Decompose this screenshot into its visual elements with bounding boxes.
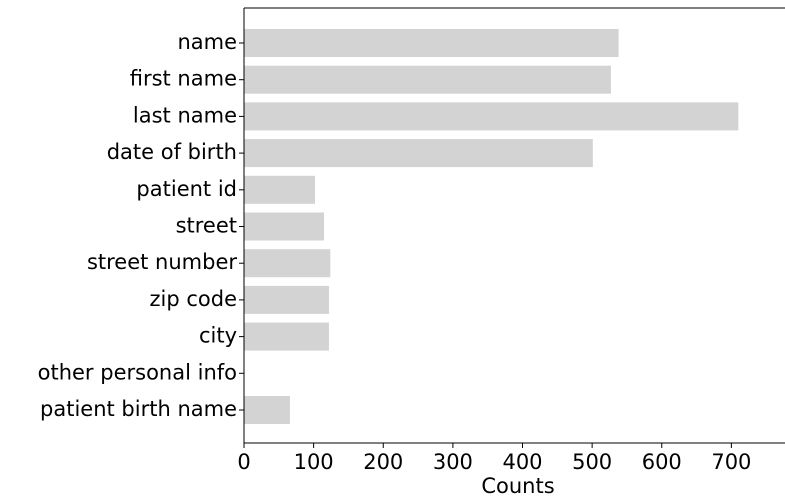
bar (244, 65, 611, 94)
x-tick-label: 100 (294, 450, 334, 474)
y-tick-label: patient birth name (40, 397, 237, 421)
y-tick-label: name (177, 30, 237, 54)
x-tick-label: 300 (433, 450, 473, 474)
y-tick-label: date of birth (107, 140, 237, 164)
y-tick-label: first name (130, 67, 237, 91)
y-tick-label: street (176, 214, 237, 238)
bar (244, 102, 739, 131)
x-axis-label: Counts (481, 474, 554, 498)
y-tick-label: patient id (136, 177, 237, 201)
bar (244, 29, 619, 57)
bar (244, 249, 331, 278)
y-tick-label: other personal info (38, 360, 237, 384)
x-tick-label: 700 (711, 450, 751, 474)
x-tick-label: 500 (572, 450, 612, 474)
x-tick-label: 600 (642, 450, 682, 474)
y-tick-label: last name (133, 103, 237, 127)
bar (244, 139, 593, 168)
bar (244, 212, 325, 241)
bar (244, 396, 290, 424)
y-tick-label: street number (87, 250, 237, 274)
bar (244, 175, 316, 204)
x-tick-label: 200 (363, 450, 403, 474)
y-tick-label: zip code (149, 287, 237, 311)
bar (244, 285, 329, 314)
x-tick-label: 400 (502, 450, 542, 474)
y-tick-label: city (199, 324, 237, 348)
x-tick-label: 0 (237, 450, 250, 474)
bar (244, 322, 329, 351)
